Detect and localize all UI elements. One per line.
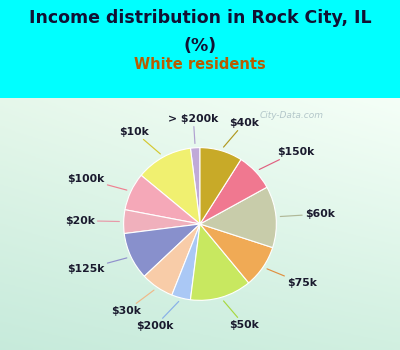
Text: $75k: $75k (267, 269, 317, 288)
Wedge shape (200, 224, 273, 283)
Wedge shape (124, 210, 200, 233)
Text: (%): (%) (184, 37, 216, 55)
Wedge shape (200, 148, 241, 224)
Text: $200k: $200k (136, 301, 179, 331)
Text: $100k: $100k (67, 174, 127, 190)
Text: $125k: $125k (67, 258, 127, 274)
Text: White residents: White residents (134, 57, 266, 72)
Text: > $200k: > $200k (168, 114, 218, 144)
Wedge shape (172, 224, 200, 300)
Text: $150k: $150k (259, 147, 314, 169)
Wedge shape (190, 224, 249, 300)
Text: $50k: $50k (224, 301, 259, 330)
Text: $10k: $10k (120, 127, 160, 154)
Text: $30k: $30k (111, 290, 154, 316)
Text: $40k: $40k (224, 118, 259, 147)
Wedge shape (125, 175, 200, 224)
Wedge shape (200, 187, 276, 247)
Text: Income distribution in Rock City, IL: Income distribution in Rock City, IL (29, 9, 371, 27)
Wedge shape (190, 148, 200, 224)
Wedge shape (124, 224, 200, 276)
Wedge shape (200, 160, 267, 224)
Text: $60k: $60k (280, 209, 335, 219)
Text: $20k: $20k (65, 216, 119, 226)
Wedge shape (141, 148, 200, 224)
Wedge shape (144, 224, 200, 295)
Text: City-Data.com: City-Data.com (260, 111, 324, 120)
